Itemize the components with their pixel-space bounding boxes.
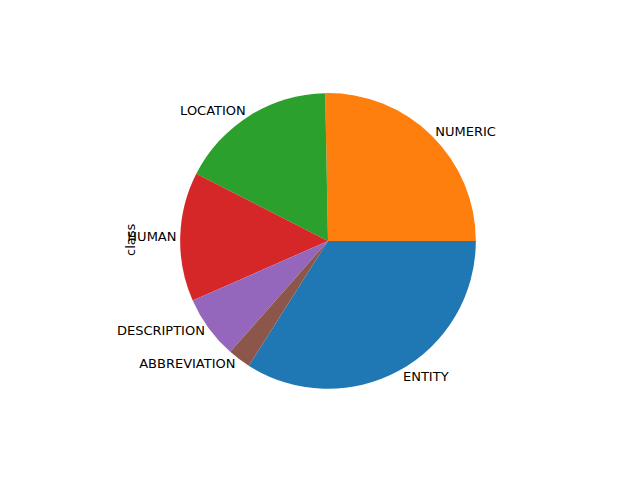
svg-text:DESCRIPTION: DESCRIPTION	[117, 323, 205, 338]
svg-text:LOCATION: LOCATION	[180, 103, 246, 118]
svg-text:HUMAN: HUMAN	[127, 229, 176, 244]
svg-text:ENTITY: ENTITY	[403, 369, 449, 384]
svg-text:ABBREVIATION: ABBREVIATION	[139, 356, 235, 371]
svg-text:class: class	[123, 223, 138, 255]
svg-text:NUMERIC: NUMERIC	[435, 124, 496, 139]
